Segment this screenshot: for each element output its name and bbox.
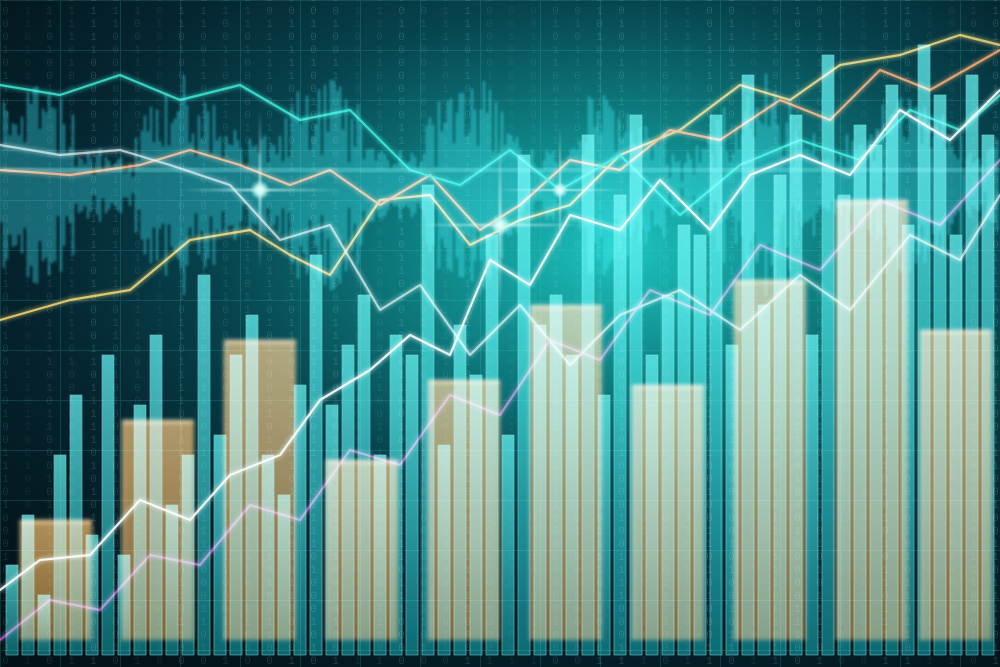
line-white-main xyxy=(0,90,1000,590)
trend-lines xyxy=(0,0,1000,667)
line-white-secondary xyxy=(0,145,1000,365)
line-yellow xyxy=(0,35,1000,320)
line-orange xyxy=(0,50,1000,230)
chart-stage: 0 0 0 0 0 1 0 1 1 0 0 0 1 0 1 0 0 0 0 0 … xyxy=(0,0,1000,667)
line-magenta xyxy=(0,160,1000,640)
line-aqua xyxy=(0,75,1000,215)
